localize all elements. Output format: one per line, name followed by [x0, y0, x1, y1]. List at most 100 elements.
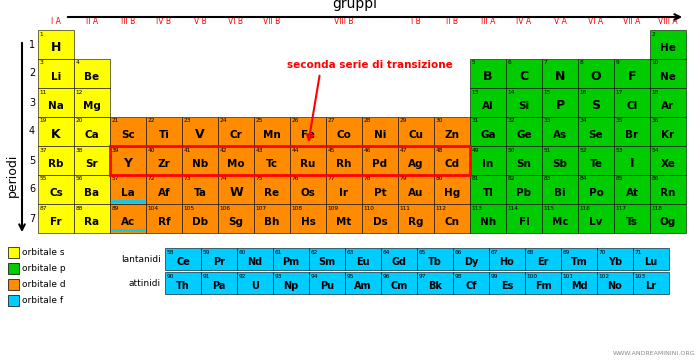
- FancyBboxPatch shape: [146, 204, 182, 233]
- Text: Md: Md: [570, 281, 587, 291]
- Text: 99: 99: [490, 274, 498, 279]
- Text: Rf: Rf: [158, 217, 170, 227]
- Text: 46: 46: [363, 148, 370, 153]
- Text: Tb: Tb: [428, 257, 442, 267]
- Text: III B: III B: [121, 18, 135, 27]
- Text: 70: 70: [598, 249, 606, 255]
- Text: 48: 48: [435, 148, 442, 153]
- Text: Cs: Cs: [49, 188, 63, 198]
- FancyBboxPatch shape: [489, 248, 525, 270]
- FancyBboxPatch shape: [578, 146, 614, 175]
- Text: Ac: Ac: [121, 217, 135, 227]
- FancyBboxPatch shape: [614, 59, 650, 88]
- Text: Y: Y: [123, 157, 132, 171]
- Text: Hs: Hs: [300, 217, 316, 227]
- Text: Eu: Eu: [356, 257, 370, 267]
- Text: 77: 77: [327, 176, 335, 181]
- Text: Rb: Rb: [48, 159, 64, 169]
- Text: 76: 76: [291, 176, 299, 181]
- Text: Ca: Ca: [85, 130, 99, 140]
- Text: 97: 97: [418, 274, 426, 279]
- Text: Am: Am: [354, 281, 372, 291]
- Text: 4: 4: [75, 60, 79, 66]
- FancyBboxPatch shape: [561, 272, 597, 294]
- Text: As: As: [553, 130, 567, 140]
- Text: 44: 44: [291, 148, 299, 153]
- FancyBboxPatch shape: [326, 146, 362, 175]
- Text: seconda serie di transizione: seconda serie di transizione: [287, 60, 453, 70]
- FancyBboxPatch shape: [597, 272, 633, 294]
- FancyBboxPatch shape: [8, 279, 19, 290]
- Text: Th: Th: [176, 281, 190, 291]
- Text: 95: 95: [346, 274, 354, 279]
- FancyBboxPatch shape: [345, 248, 381, 270]
- FancyBboxPatch shape: [525, 272, 561, 294]
- FancyBboxPatch shape: [470, 88, 506, 117]
- FancyBboxPatch shape: [8, 263, 19, 274]
- FancyBboxPatch shape: [218, 204, 254, 233]
- Text: 45: 45: [327, 148, 335, 153]
- Text: Gd: Gd: [391, 257, 407, 267]
- Text: F: F: [628, 71, 636, 84]
- Text: Sg: Sg: [228, 217, 244, 227]
- FancyBboxPatch shape: [182, 175, 218, 204]
- Text: Ra: Ra: [85, 217, 99, 227]
- Text: 49: 49: [471, 148, 479, 153]
- FancyBboxPatch shape: [345, 272, 381, 294]
- Text: 108: 108: [291, 206, 302, 211]
- FancyBboxPatch shape: [633, 248, 669, 270]
- FancyBboxPatch shape: [273, 248, 309, 270]
- Text: Pm: Pm: [282, 257, 300, 267]
- Text: VII B: VII B: [263, 18, 281, 27]
- Text: Ta: Ta: [193, 188, 206, 198]
- Text: C: C: [519, 71, 528, 84]
- Text: 100: 100: [526, 274, 538, 279]
- Text: 8: 8: [579, 60, 583, 66]
- FancyBboxPatch shape: [201, 272, 237, 294]
- Text: Yb: Yb: [608, 257, 622, 267]
- Text: 63: 63: [346, 249, 354, 255]
- Text: No: No: [608, 281, 622, 291]
- Text: 9: 9: [615, 60, 619, 66]
- FancyBboxPatch shape: [650, 117, 686, 146]
- Text: 25: 25: [256, 118, 262, 123]
- Text: B: B: [483, 71, 493, 84]
- FancyBboxPatch shape: [506, 146, 542, 175]
- Text: 74: 74: [219, 176, 227, 181]
- FancyBboxPatch shape: [470, 175, 506, 204]
- FancyBboxPatch shape: [110, 146, 146, 175]
- Text: 91: 91: [202, 274, 209, 279]
- Text: Mg: Mg: [83, 101, 101, 111]
- Text: Ne: Ne: [660, 72, 676, 82]
- FancyBboxPatch shape: [254, 175, 290, 204]
- Text: Tc: Tc: [266, 159, 278, 169]
- Text: Ru: Ru: [300, 159, 316, 169]
- Text: VIII A: VIII A: [658, 18, 678, 27]
- Text: WWW.ANDREAMININI.ORG: WWW.ANDREAMININI.ORG: [612, 351, 695, 356]
- Text: 15: 15: [543, 90, 551, 94]
- Text: Au: Au: [408, 188, 424, 198]
- Text: 11: 11: [39, 90, 46, 94]
- FancyBboxPatch shape: [362, 204, 398, 233]
- Text: 69: 69: [562, 249, 570, 255]
- Text: 55: 55: [39, 176, 47, 181]
- FancyBboxPatch shape: [542, 88, 578, 117]
- FancyBboxPatch shape: [309, 248, 345, 270]
- Text: 27: 27: [327, 118, 335, 123]
- Text: periodi: periodi: [6, 153, 18, 197]
- FancyBboxPatch shape: [506, 59, 542, 88]
- Text: Tm: Tm: [570, 257, 587, 267]
- FancyBboxPatch shape: [597, 248, 633, 270]
- FancyBboxPatch shape: [542, 59, 578, 88]
- Text: Xe: Xe: [661, 159, 676, 169]
- Text: S: S: [592, 99, 601, 112]
- Text: Ts: Ts: [626, 217, 638, 227]
- Text: Sm: Sm: [318, 257, 335, 267]
- Text: Dy: Dy: [464, 257, 478, 267]
- FancyBboxPatch shape: [650, 175, 686, 204]
- Text: Og: Og: [660, 217, 676, 227]
- Text: Cl: Cl: [626, 101, 638, 111]
- Text: 42: 42: [219, 148, 227, 153]
- Text: Sb: Sb: [552, 159, 568, 169]
- Text: 32: 32: [508, 118, 514, 123]
